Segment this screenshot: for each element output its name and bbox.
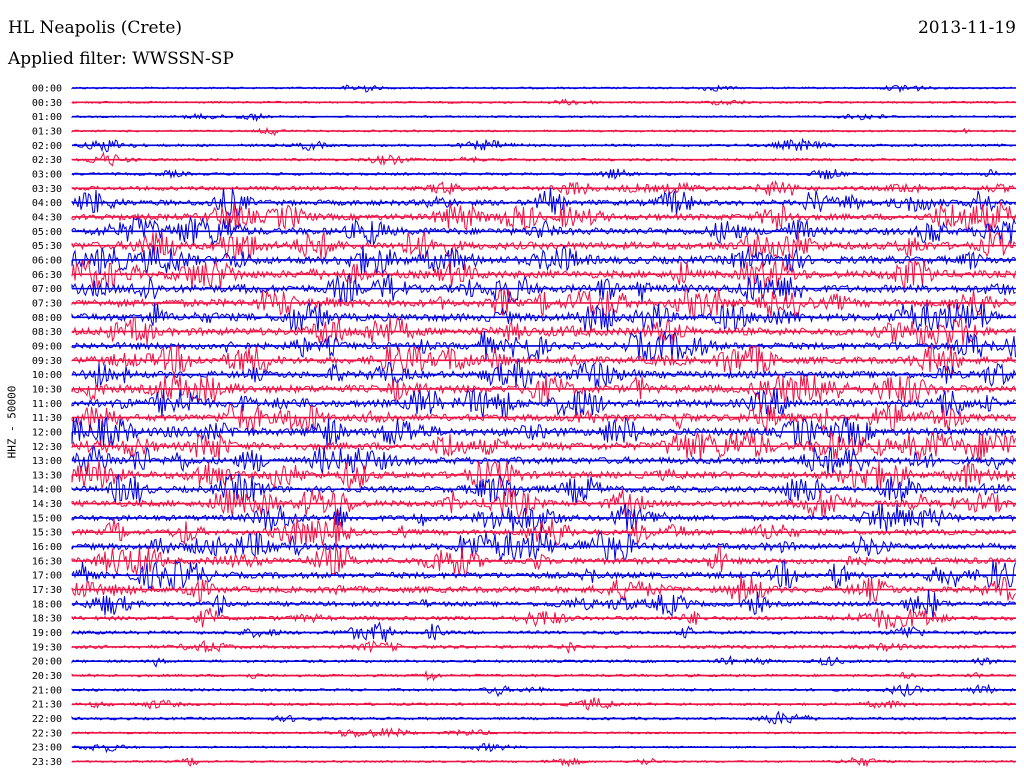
trace-row (71, 517, 1016, 548)
time-label: 01:30 (32, 126, 62, 137)
time-label: 13:00 (32, 456, 62, 467)
time-label: 08:30 (32, 327, 62, 338)
time-label: 17:30 (32, 585, 62, 596)
time-label: 23:30 (32, 757, 62, 768)
time-label: 23:00 (32, 743, 62, 754)
time-label: 06:00 (32, 255, 62, 266)
time-label: 15:30 (32, 528, 62, 539)
time-label: 09:30 (32, 356, 62, 367)
time-label: 12:30 (32, 442, 62, 453)
trace-row (71, 230, 1016, 260)
trace-row (71, 545, 1016, 576)
time-label: 04:00 (32, 198, 62, 209)
trace-row (71, 607, 1016, 629)
filter-label: Applied filter: WWSSN-SP (8, 49, 234, 69)
trace-row (71, 302, 1016, 333)
time-label: 07:30 (32, 298, 62, 309)
time-label: 14:00 (32, 485, 62, 496)
time-label: 13:30 (32, 470, 62, 481)
time-label: 03:30 (32, 184, 62, 195)
time-label: 21:00 (32, 685, 62, 696)
trace-row (71, 217, 1016, 247)
time-label: 05:30 (32, 241, 62, 252)
trace-row (71, 530, 1016, 562)
time-label: 04:30 (32, 212, 62, 223)
trace-row (71, 358, 1016, 391)
time-label: 03:00 (32, 169, 62, 180)
trace-row (71, 201, 1016, 234)
time-label: 01:00 (32, 112, 62, 123)
trace-row (71, 472, 1016, 505)
trace-row (71, 187, 1016, 219)
time-label: 02:30 (32, 155, 62, 166)
trace-row (71, 416, 1016, 447)
trace-row (71, 388, 1016, 419)
time-label: 22:30 (32, 728, 62, 739)
time-label: 11:30 (32, 413, 62, 424)
time-label: 00:30 (32, 98, 62, 109)
trace-row (71, 575, 1016, 605)
time-label: 10:00 (32, 370, 62, 381)
time-label: 18:30 (32, 614, 62, 625)
time-label: 16:30 (32, 556, 62, 567)
time-label: 06:30 (32, 270, 62, 281)
time-label: 19:00 (32, 628, 62, 639)
trace-row (71, 287, 1016, 319)
time-label: 07:00 (32, 284, 62, 295)
time-label: 21:30 (32, 700, 62, 711)
time-label: 15:00 (32, 513, 62, 524)
time-label: 16:00 (32, 542, 62, 553)
time-label: 02:00 (32, 141, 62, 152)
station-title: HL Neapolis (Crete) (8, 18, 183, 38)
time-label: 22:00 (32, 714, 62, 725)
time-label: 20:30 (32, 671, 62, 682)
time-label: 08:00 (32, 313, 62, 324)
time-label: 20:00 (32, 657, 62, 668)
time-label: 00:00 (32, 84, 62, 95)
trace-row (71, 430, 1016, 461)
time-label: 19:30 (32, 642, 62, 653)
date-label: 2013-11-19 (917, 18, 1016, 38)
time-label: 18:00 (32, 599, 62, 610)
time-label: 10:30 (32, 384, 62, 395)
trace-row (71, 259, 1016, 290)
time-label: 17:00 (32, 571, 62, 582)
time-label: 05:00 (32, 227, 62, 238)
time-label: 11:00 (32, 399, 62, 410)
time-label: 09:00 (32, 341, 62, 352)
time-label: 14:30 (32, 499, 62, 510)
time-label: 12:00 (32, 427, 62, 438)
